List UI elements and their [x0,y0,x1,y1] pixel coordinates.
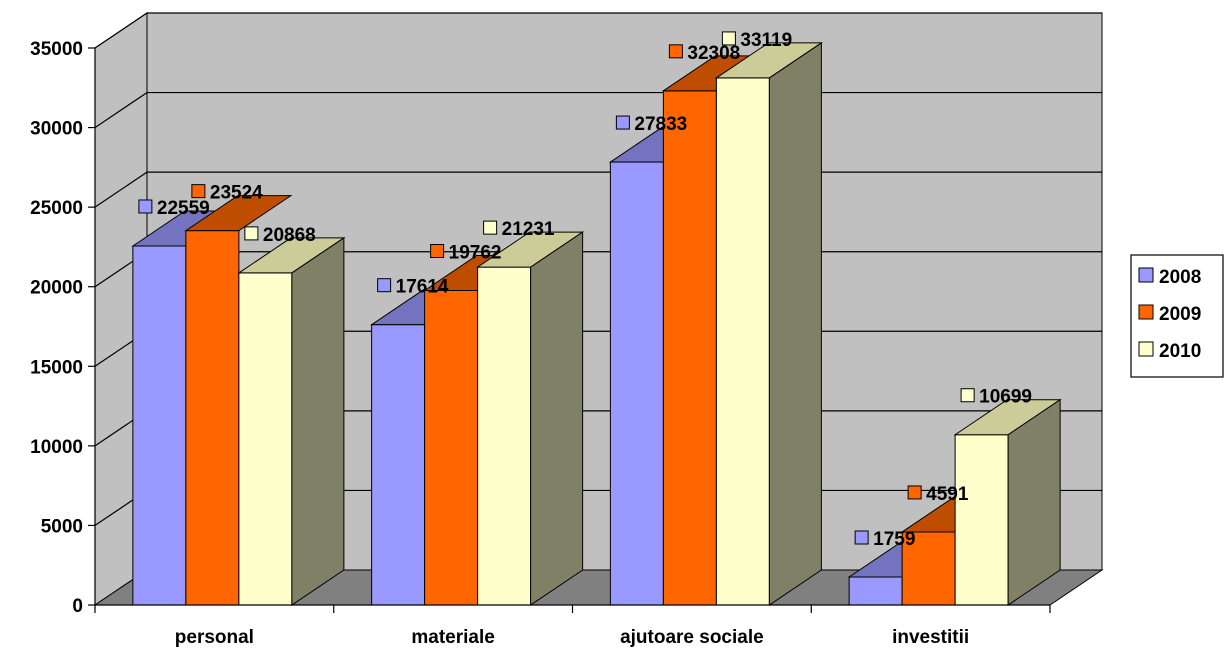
legend-label: 2010 [1159,341,1201,362]
data-label-key [907,485,922,500]
bar-front [954,434,1009,606]
y-axis: 0 5000 10000 15000 20000 25000 30000 35000 [30,39,96,617]
legend-item: 2009 [1138,304,1201,325]
bar-front [662,90,717,606]
data-label-text: 33119 [740,30,792,51]
bar-front [715,77,770,606]
y-tick-label: 5000 [41,516,83,537]
bar-side [530,231,584,606]
bar [237,236,346,606]
data-label: 21231 [483,219,555,240]
legend-swatch [1138,304,1154,320]
x-category-label: ajutoare sociale [620,627,764,648]
data-label-text: 10699 [979,387,1032,408]
y-tick-label: 35000 [30,39,83,60]
data-label: 23524 [191,183,263,204]
legend-label: 2008 [1159,267,1201,288]
data-label: 32308 [668,43,740,64]
data-label-key [138,199,153,214]
bar-side [768,41,822,606]
bar-front [848,576,903,606]
data-label: 27833 [615,114,687,135]
data-label-key [244,226,259,241]
bar [184,195,293,606]
y-tick-label: 30000 [30,119,83,140]
x-axis: personal materiale ajutoare sociale investi… [94,604,1051,648]
bar-front [609,161,664,606]
bar-front [371,324,426,606]
legend-item: 2010 [1138,341,1201,362]
data-label: 19762 [430,243,502,264]
data-label: 1759 [854,529,915,550]
data-label: 4591 [907,484,969,505]
bar-side [1007,398,1061,606]
legend: 2008 2009 2010 [1130,254,1224,378]
gridline [94,12,1102,49]
legend-swatch [1138,341,1154,357]
bar-front [238,272,293,606]
data-label-key [721,31,736,46]
bar [475,231,585,606]
data-label-text: 19762 [449,243,502,264]
bar-top [184,195,293,232]
data-label-key [668,44,683,59]
data-label-key [960,388,975,403]
bar [953,398,1062,606]
data-label-key [854,530,869,545]
data-label-text: 17614 [396,277,449,298]
data-label: 10699 [960,387,1032,408]
y-tick-label: 15000 [30,357,83,378]
legend-item: 2008 [1138,267,1201,288]
bar-front [477,266,532,606]
x-category-label: personal [175,627,254,648]
data-label-text: 22559 [157,198,210,219]
bar [714,41,824,606]
legend-swatch [1138,267,1154,283]
data-label-text: 21231 [502,219,555,240]
data-label-text: 1759 [873,529,915,550]
legend-label: 2009 [1159,304,1201,325]
data-label: 33119 [721,30,792,51]
data-label-key [615,115,630,130]
data-label-key [430,244,445,259]
x-category-label: materiale [411,627,494,648]
y-tick-label: 10000 [30,437,83,458]
data-label-text: 32308 [687,43,740,64]
data-label-text: 20868 [263,225,316,246]
bar [661,55,771,606]
data-label-key [191,184,206,199]
data-label: 22559 [138,198,210,219]
data-label: 17614 [377,277,449,298]
y-tick-label: 20000 [30,278,83,299]
bar-front [424,290,479,606]
y-tick-label: 0 [72,596,83,617]
bars [131,41,1062,606]
x-category-label: investitii [892,627,969,648]
bar-front [185,230,240,606]
data-label: 20868 [244,225,316,246]
data-label-key [377,278,392,293]
bar-front [901,531,956,606]
data-label-key [483,220,498,235]
bar-front [132,245,187,606]
bar-side [291,236,345,606]
data-label-text: 4591 [926,484,969,505]
data-label-text: 27833 [634,114,687,135]
y-tick-label: 25000 [30,198,83,219]
data-label-text: 23524 [210,183,263,204]
